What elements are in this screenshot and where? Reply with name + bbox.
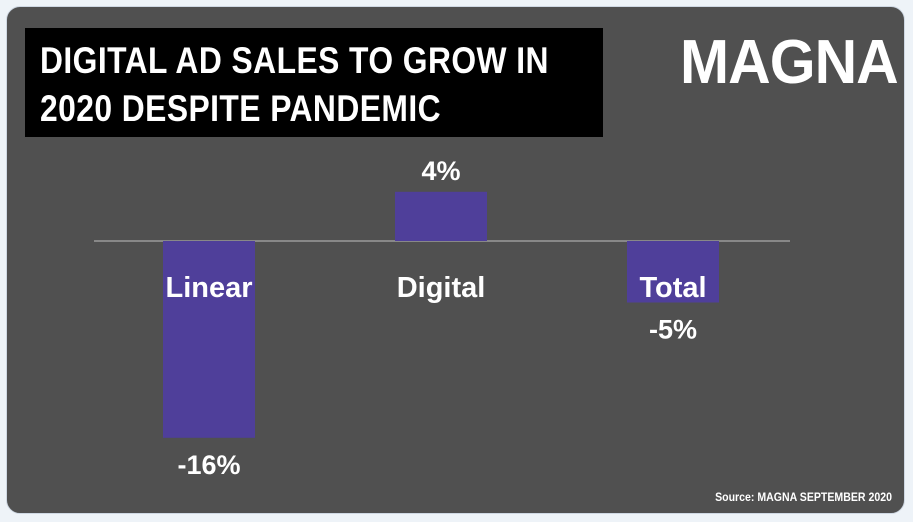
chart-title-line-1: DIGITAL AD SALES TO GROW IN xyxy=(40,40,549,81)
value-label-total: -5% xyxy=(649,315,697,345)
category-label-linear: Linear xyxy=(165,272,252,304)
chart-card: DIGITAL AD SALES TO GROW IN 2020 DESPITE… xyxy=(6,6,905,514)
bar-total xyxy=(627,241,719,303)
source-note: Source: MAGNA SEPTEMBER 2020 xyxy=(715,490,892,504)
title-box: DIGITAL AD SALES TO GROW IN 2020 DESPITE… xyxy=(25,28,603,137)
value-label-linear: -16% xyxy=(177,450,240,480)
category-label-total: Total xyxy=(639,272,706,304)
chart-title-line-2: 2020 DESPITE PANDEMIC xyxy=(40,88,442,129)
bar-chart: Linear -16% Digital 4% Total -5% xyxy=(94,156,790,480)
bar-digital xyxy=(395,191,487,241)
category-label-digital: Digital xyxy=(397,272,486,304)
value-label-digital: 4% xyxy=(421,156,460,186)
magna-logo: MAGNA xyxy=(680,28,899,97)
bar-linear xyxy=(163,241,255,438)
